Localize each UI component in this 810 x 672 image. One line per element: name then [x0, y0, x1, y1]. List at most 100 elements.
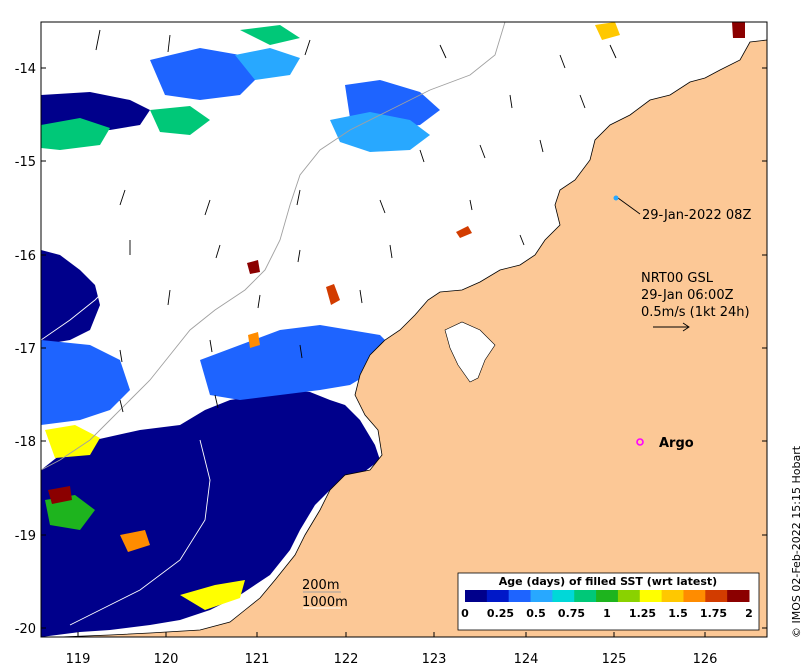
colorbar-tick-label: 1.25 — [629, 607, 656, 620]
colorbar-swatch — [639, 590, 663, 602]
lon-tick-label: 124 — [514, 652, 539, 667]
argo-label: Argo — [659, 436, 694, 451]
plot-frame — [40, 21, 768, 638]
sst-patch-green-south — [45, 495, 95, 530]
current-scale-label: 0.5m/s (1kt 24h) — [641, 305, 750, 320]
lon-tick-label: 119 — [66, 652, 91, 667]
king-sound — [444, 321, 496, 383]
lat-tick-label: -15 — [15, 155, 36, 170]
isobath-legend-200m: 200m — [302, 578, 339, 593]
colorbar-tick-label: 0.75 — [558, 607, 585, 620]
lat-tick-label: -19 — [15, 529, 36, 544]
current-arrow — [167, 289, 171, 306]
isobath-200m — [41, 22, 506, 471]
colorbar-swatch — [530, 590, 553, 602]
colorbar-swatch — [617, 590, 641, 602]
current-arrow — [559, 54, 566, 69]
colorbar-swatch — [661, 590, 684, 602]
colorbar-tick-label: 2 — [745, 607, 753, 620]
track-point — [613, 195, 619, 201]
isobath-1000m-south — [69, 439, 211, 626]
colorbar-tick-label: 1.5 — [668, 607, 688, 620]
current-arrow — [469, 199, 473, 211]
current-arrow — [95, 29, 101, 51]
colorbar-ticks: 0 0.25 0.5 0.75 1 1.25 1.5 1.75 2 — [461, 607, 753, 620]
current-arrow — [479, 144, 486, 159]
current-arrow — [297, 249, 301, 263]
lat-tick-label: -17 — [15, 342, 36, 357]
lon-tick-label: 125 — [602, 652, 627, 667]
lat-tick-label: -20 — [15, 622, 36, 637]
current-vectors — [95, 29, 617, 413]
colorbar-swatch — [486, 590, 510, 602]
colorbar-tick-label: 1 — [603, 607, 611, 620]
isobath-1000m — [41, 22, 361, 341]
current-arrow — [579, 94, 586, 109]
colorbar-swatch — [727, 590, 750, 602]
sst-patch-green-3 — [150, 106, 210, 135]
isobath-legend-1000m: 1000m — [302, 595, 348, 610]
current-arrow — [257, 294, 261, 309]
credit-text: © IMOS 02-Feb-2022 15:15 Hobart — [790, 445, 803, 638]
sst-patch-red-2 — [247, 260, 260, 274]
current-arrow — [509, 94, 513, 109]
current-arrow — [209, 339, 213, 353]
colorbar-swatch — [508, 590, 532, 602]
colorbar-swatch — [683, 590, 706, 602]
lat-tick-label: -18 — [15, 435, 36, 450]
current-time-label: 29-Jan 06:00Z — [641, 288, 734, 303]
sst-patch-orange-1 — [595, 22, 620, 40]
current-arrow — [299, 344, 303, 359]
colorbar-swatch — [574, 590, 597, 602]
lat-axis: -14 -15 -16 -17 -18 -19 -20 — [15, 62, 767, 637]
argo-float-marker — [636, 438, 644, 446]
lon-tick-label: 120 — [154, 652, 179, 667]
sst-patch-orange-3 — [248, 332, 260, 348]
sst-patch-south — [41, 390, 380, 637]
lon-tick-label: 122 — [334, 652, 359, 667]
lat-tick-label: -16 — [15, 249, 36, 264]
current-arrow — [119, 349, 123, 363]
sst-patch-yellow-west — [45, 425, 100, 458]
colorbar-swatches — [465, 590, 750, 602]
current-arrow — [304, 39, 311, 56]
sst-patch-green-1 — [41, 118, 110, 150]
colorbar-swatch — [596, 590, 619, 602]
lat-tick-label: -14 — [15, 62, 36, 77]
colorbar-swatch — [465, 590, 488, 602]
current-arrow — [379, 199, 386, 214]
current-arrow — [215, 244, 221, 259]
current-arrow — [389, 244, 393, 259]
track-time-label: 29-Jan-2022 08Z — [642, 208, 751, 223]
current-arrow — [204, 199, 211, 216]
lon-tick-label: 126 — [693, 652, 718, 667]
current-product-label: NRT00 GSL — [641, 271, 714, 286]
sst-patch-orange-4 — [456, 226, 472, 238]
colorbar-title: Age (days) of filled SST (wrt latest) — [499, 575, 717, 588]
sst-patch-southwest — [41, 340, 130, 425]
colorbar-tick-label: 0.25 — [487, 607, 514, 620]
colorbar-tick-label: 1.75 — [700, 607, 727, 620]
sst-patch-red-1 — [326, 284, 340, 305]
sst-patch-orange-2 — [120, 530, 150, 552]
current-arrow — [439, 44, 447, 59]
land-kimberley — [59, 39, 767, 637]
current-arrow — [609, 44, 617, 59]
lon-tick-label: 121 — [245, 652, 270, 667]
sst-patch-light-north — [330, 112, 430, 152]
lon-axis: 119 120 121 122 123 124 125 126 — [66, 632, 718, 667]
current-arrow — [359, 289, 363, 304]
sst-patch-yellow-coast — [180, 580, 245, 610]
current-arrow — [119, 189, 126, 206]
sst-patch-red-3 — [48, 486, 72, 504]
sst-patch-central — [200, 325, 395, 400]
map-plot-area — [41, 22, 767, 637]
lon-tick-label: 123 — [422, 652, 447, 667]
current-scale-arrow — [653, 322, 690, 332]
current-arrow — [214, 394, 219, 409]
current-arrow — [519, 234, 525, 246]
current-arrow — [296, 189, 301, 206]
current-arrow — [167, 34, 171, 53]
sst-patch-north — [150, 48, 260, 100]
